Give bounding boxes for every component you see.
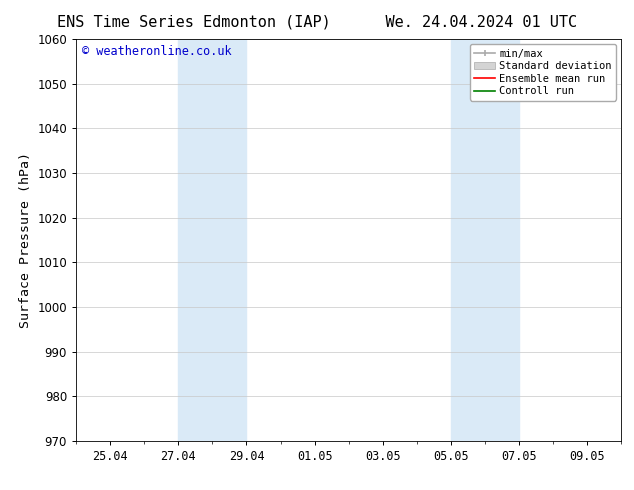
Y-axis label: Surface Pressure (hPa): Surface Pressure (hPa) (19, 152, 32, 328)
Text: © weatheronline.co.uk: © weatheronline.co.uk (82, 45, 231, 58)
Bar (451, 39, 519, 441)
Text: ENS Time Series Edmonton (IAP)      We. 24.04.2024 01 UTC: ENS Time Series Edmonton (IAP) We. 24.04… (57, 15, 577, 30)
Bar (178, 39, 247, 441)
Legend: min/max, Standard deviation, Ensemble mean run, Controll run: min/max, Standard deviation, Ensemble me… (470, 45, 616, 100)
